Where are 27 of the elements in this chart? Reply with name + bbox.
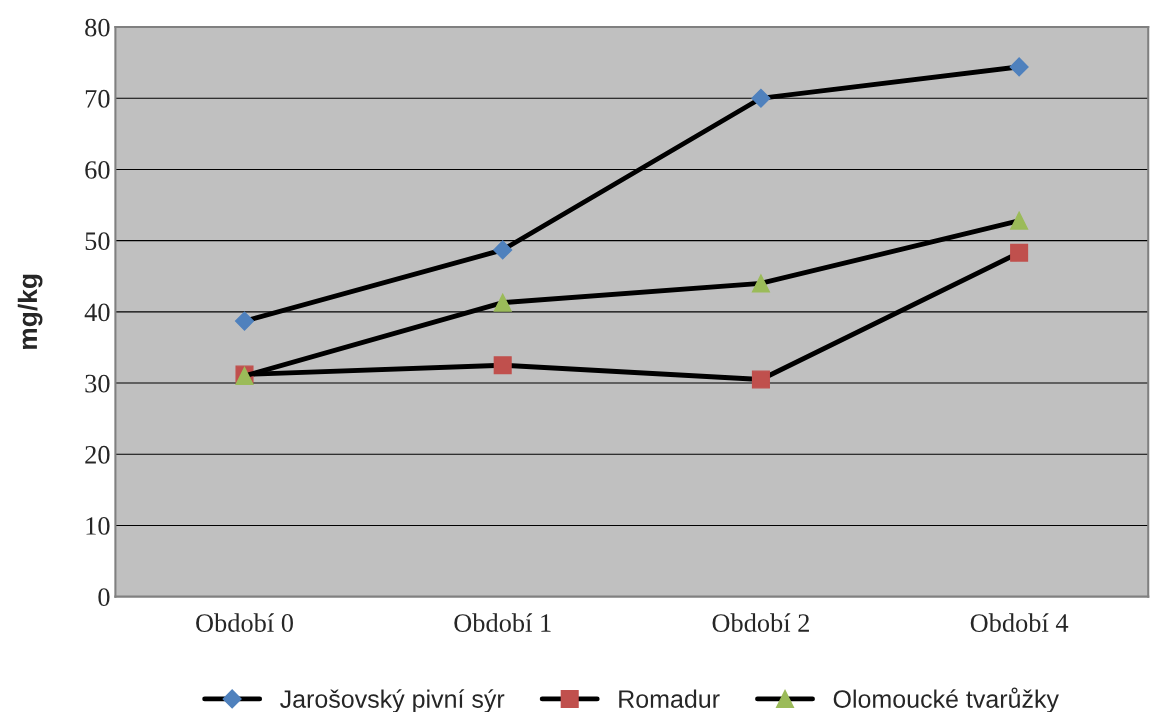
y-tick-label: 10 (86, 517, 110, 535)
point (493, 240, 513, 260)
x-tick-label: Období 1 (454, 613, 551, 632)
x-tick-label: Období 0 (196, 613, 293, 632)
point (751, 88, 771, 108)
point (751, 370, 770, 389)
y-tick-label: 20 (85, 445, 110, 464)
point (1009, 57, 1029, 77)
point (751, 274, 770, 293)
y-tick-label: 0 (98, 588, 110, 607)
y-tick-label: 30 (85, 374, 110, 393)
point (1010, 243, 1029, 262)
point (1010, 211, 1029, 230)
x-tick-label: Období 4 (970, 613, 1069, 632)
y-tick-label: 80 (85, 18, 110, 37)
point (234, 311, 255, 331)
point (493, 356, 512, 375)
y-tick-label: 70 (85, 89, 110, 108)
x-tick-label: Období 2 (712, 613, 809, 632)
y-tick-label: 40 (84, 303, 110, 322)
legend-label: Olomoucké tvarůžky (833, 687, 1059, 712)
legend-label: Jarošovský pivní sýr (280, 689, 505, 712)
y-axis-title: mg/kg (17, 274, 43, 349)
legend-label: Romadur (619, 689, 720, 708)
y-tick-label: 50 (85, 232, 110, 251)
point (493, 293, 512, 312)
y-tick-label: 60 (85, 161, 110, 179)
